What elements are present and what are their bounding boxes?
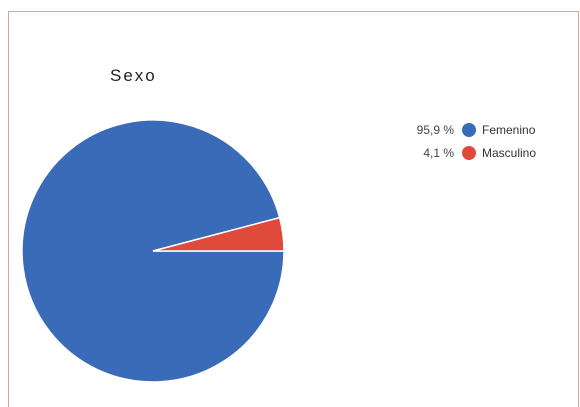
chart-frame (8, 11, 579, 407)
legend-item-masculino[interactable]: 4,1 % Masculino (396, 141, 536, 164)
legend-label: Femenino (482, 122, 536, 137)
legend-item-femenino[interactable]: 95,9 % Femenino (396, 118, 536, 141)
legend-swatch (462, 122, 476, 137)
legend-swatch (462, 145, 476, 160)
legend-percent: 4,1 % (423, 145, 454, 160)
legend-percent: 95,9 % (416, 122, 454, 137)
pie-slice-masculino[interactable] (152, 216, 285, 252)
legend: 95,9 % Femenino 4,1 % Masculino (396, 118, 536, 164)
legend-label: Masculino (482, 145, 537, 160)
chart-title: Sexo (110, 66, 157, 85)
